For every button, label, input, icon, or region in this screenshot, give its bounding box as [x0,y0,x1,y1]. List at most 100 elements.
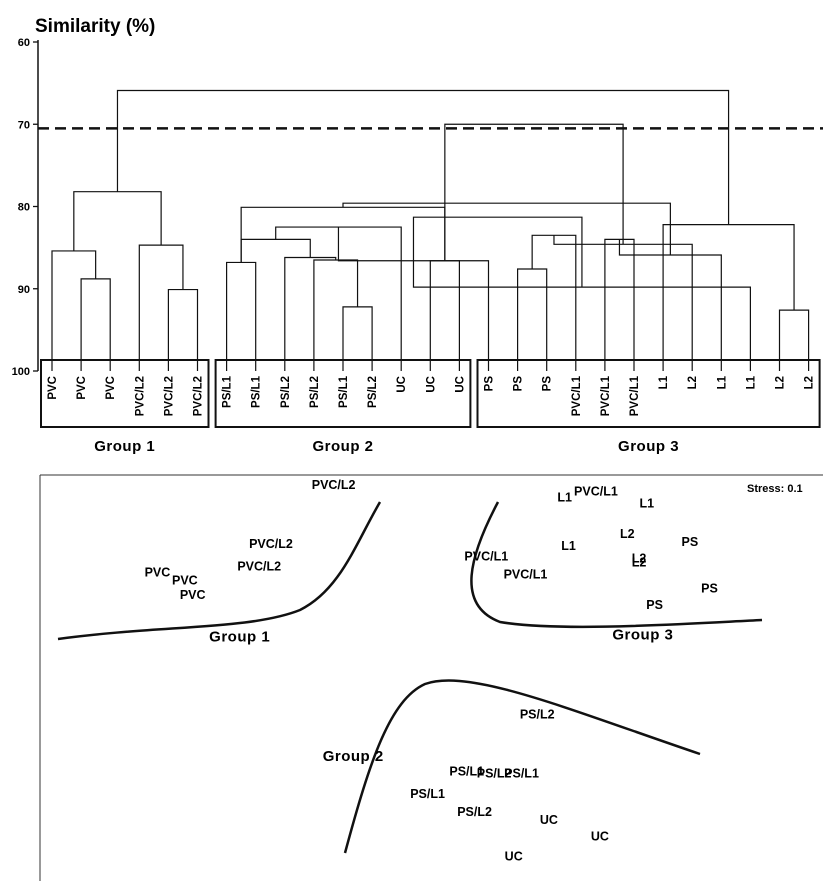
point-label: PS/L1 [449,764,484,778]
point-label: UC [540,813,558,827]
leaf-label: L1 [745,375,757,389]
point-label: PVC/L1 [574,484,618,498]
dendrogram-link [618,239,722,371]
dendrogram-y-axis-title: Similarity (%) [35,16,155,37]
point-label: PS/L2 [477,766,512,780]
point-label: UC [591,829,609,843]
leaf-label: PVC [76,376,88,400]
leaf-label: L2 [804,376,816,389]
point-label: L2 [632,551,647,565]
group-label: Group 3 [618,438,679,455]
dendrogram-group-labels: Group 1 Group 2 Group 3 [94,438,679,455]
point-label: L1 [557,490,572,504]
dendrogram-link [342,306,373,371]
point-label: L1 [561,539,576,553]
point-label: L2 [632,555,647,569]
dendrogram-link [226,261,257,371]
dendrogram-link [778,309,810,371]
ordination-group-label: Group 3 [612,626,673,643]
dendrogram-link [429,260,460,371]
dendrogram-leaf-labels: PVC PVC PVC PVC/L2 PVC/L2 PVC/L2 PS/L1 PS/L1 PS/… [47,375,816,416]
point-label: PS [682,535,699,549]
leaf-label: L1 [716,375,728,389]
leaf-label: PVC [105,376,117,400]
leaf-label: PVC/L2 [134,376,146,416]
point-label: PVC/L2 [249,537,293,551]
dendrogram-y-ticks: 60 70 80 90 100 [12,37,38,378]
point-label: PVC [172,574,198,588]
leaf-label: PVC/L2 [193,376,205,416]
leaf-label: PS/L1 [222,375,234,408]
ordination-group-label: Group 1 [209,628,270,645]
group-1-boundary [57,501,382,641]
dendrogram-group-boxes [40,359,821,428]
dendrogram-link [531,234,577,371]
leaf-label: PS/L2 [367,376,379,408]
point-label: L1 [640,496,655,510]
leaf-label: PS/L1 [251,375,263,408]
point-label: PS/L2 [520,708,555,722]
leaf-label: UC [396,376,408,393]
leaf-label: UC [454,376,466,393]
dendrogram-link [662,223,795,371]
dendrogram-link [240,206,446,263]
leaf-label: PS/L2 [309,376,321,408]
point-label: PS/L1 [410,787,445,801]
group-box [214,359,472,428]
leaf-label: UC [425,376,437,393]
dendrogram-link [342,202,671,256]
dendrogram-link [167,288,199,371]
point-label: UC [505,850,523,864]
ordination-panel: Stress: 0.1 PVC/L2PVC/L2PVC/L2PVCPVCPVCP… [39,474,823,881]
dendrogram-panel: Similarity (%) 60 70 80 90 100 PVC PVC PVC PVC/… [12,16,823,455]
leaf-label: L2 [775,376,787,389]
leaf-label: PVC/L1 [600,375,612,416]
dendrogram-link [284,256,337,371]
point-label: PS [646,598,663,612]
leaf-label: PVC/L1 [629,375,641,416]
dendrogram-link [444,123,624,261]
group-label: Group 2 [312,438,373,455]
point-label: PVC/L1 [464,549,508,563]
leaf-label: PS/L2 [280,376,292,408]
group-2-boundary [343,679,701,854]
leaf-label: PVC [47,376,59,400]
leaf-label: PS [484,376,496,392]
ordination-group-label: Group 2 [323,748,384,765]
y-tick-label: 80 [18,202,30,214]
dendrogram-link [51,250,97,371]
point-label: PVC/L2 [312,478,356,492]
leaf-label: L1 [658,375,670,389]
point-label: PS/L1 [504,766,539,780]
leaf-label: PS [542,376,554,392]
leaf-label: PVC/L1 [571,375,583,416]
dendrogram-link [80,278,111,371]
dendrogram-link [412,216,583,288]
dendrogram-link [604,238,635,371]
point-label: PS [701,582,718,596]
dendrogram-link [73,191,162,251]
leaf-label: L2 [687,376,699,389]
group-box [40,359,210,428]
group-label: Group 1 [94,438,155,455]
y-tick-label: 90 [18,284,30,296]
dendrogram-link [116,89,730,225]
leaf-label: PVC/L2 [163,376,175,416]
leaf-label: PS/L1 [338,375,350,408]
point-label: PS/L2 [457,805,492,819]
point-label: PVC [180,588,206,602]
point-label: PVC [145,566,171,580]
y-tick-label: 100 [12,366,30,378]
group-box [476,359,821,428]
y-tick-label: 60 [18,37,30,49]
dendrogram-link [240,238,311,263]
point-label: PVC/L1 [504,568,548,582]
point-label: PVC/L2 [237,559,281,573]
dendrogram-link [313,259,359,371]
dendrogram-link [138,244,184,371]
y-tick-label: 70 [18,119,30,131]
group-3-boundary [470,501,763,629]
dendrogram-link [517,268,548,371]
